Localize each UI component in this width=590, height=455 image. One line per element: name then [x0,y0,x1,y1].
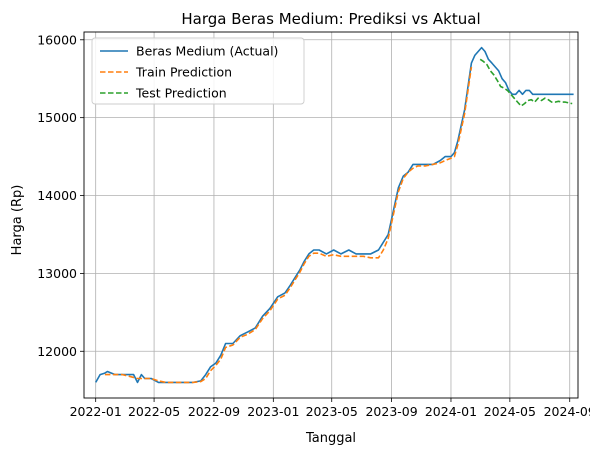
y-tick-label: 16000 [37,32,77,47]
series-line-3 [479,58,573,107]
y-axis-title: Harga (Rp) [10,185,25,256]
y-tick-label: 15000 [37,110,77,125]
legend: Beras Medium (Actual) Train Prediction Tes… [91,37,305,105]
x-tick-label: 2022-05 [128,404,180,419]
x-tick-label: 2023-05 [306,404,358,419]
legend-box [91,37,305,105]
x-tick-label: 2024-01 [425,404,477,419]
y-tick-label: 14000 [37,188,77,203]
y-tick-label: 13000 [37,266,77,281]
plot-frame [83,31,579,399]
x-axis-title: Tanggal [305,431,356,446]
x-tick-label: 2022-01 [70,404,122,419]
chart-title: Harga Beras Medium: Prediksi vs Aktual [181,10,480,28]
y-axis: 12000 13000 14000 15000 16000 [37,32,84,359]
series-layer [95,46,574,384]
series-line-1 [95,46,574,384]
x-tick-label: 2024-09 [544,404,590,419]
legend-label-2: Train Prediction [135,65,232,80]
y-tick-label: 12000 [37,344,77,359]
legend-label-1: Beras Medium (Actual) [136,44,278,59]
series-line-2 [104,66,473,384]
x-axis: 2022-01 2022-05 2022-09 2023-01 2023-05 2023-… [70,398,590,419]
legend-label-3: Test Prediction [135,86,227,101]
x-tick-label: 2024-05 [484,404,536,419]
x-tick-label: 2023-01 [247,404,299,419]
x-tick-label: 2023-09 [365,404,417,419]
x-tick-label: 2022-09 [188,404,240,419]
